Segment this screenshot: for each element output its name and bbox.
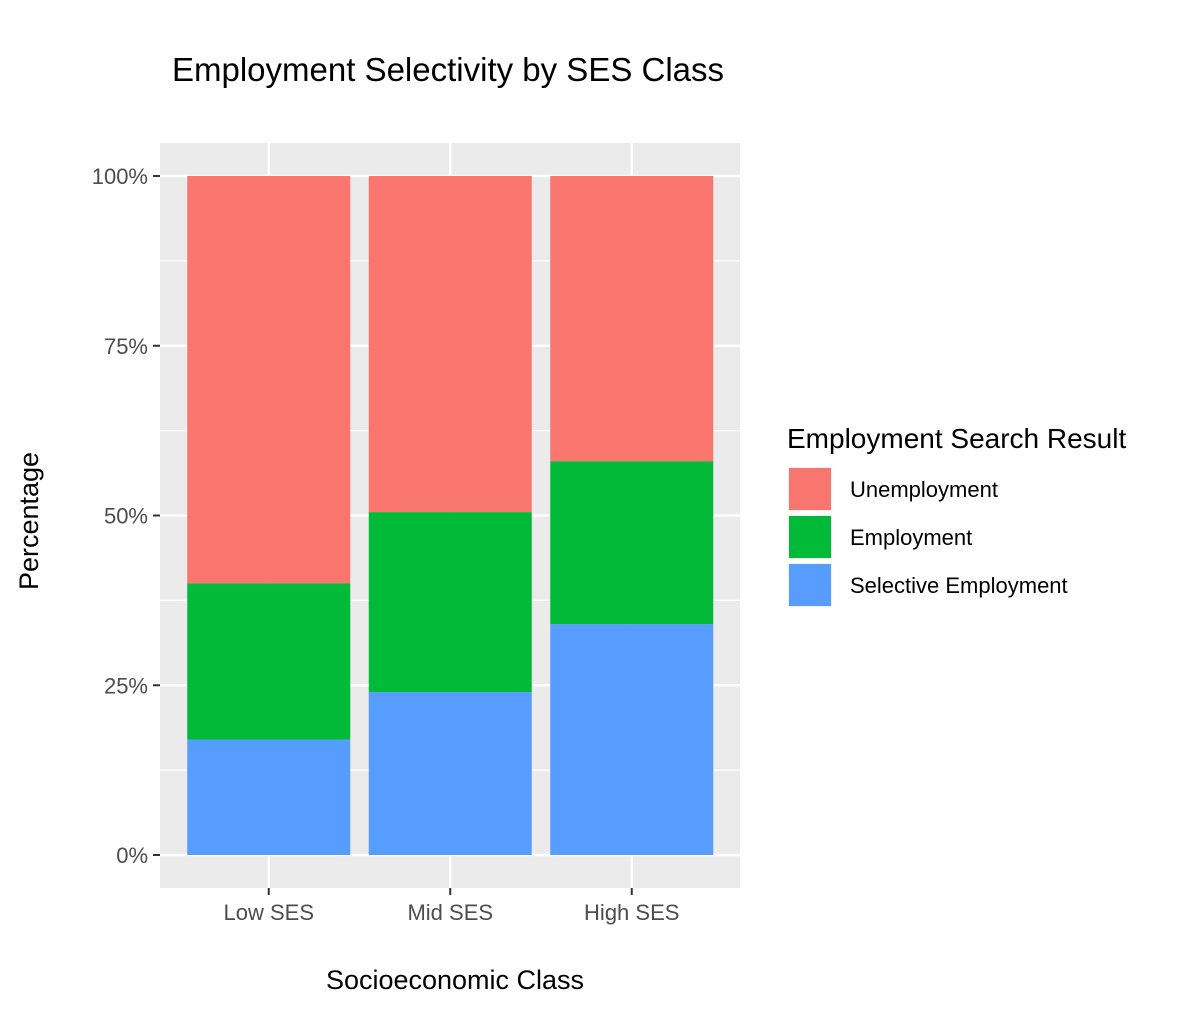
- y-axis-title: Percentage: [14, 452, 44, 590]
- chart-title: Employment Selectivity by SES Class: [172, 51, 724, 88]
- y-tick-label: 0%: [116, 843, 148, 868]
- x-axis: Low SES Mid SES High SES: [224, 888, 679, 925]
- x-tick-label: Mid SES: [407, 900, 493, 925]
- x-tick-label: Low SES: [224, 900, 315, 925]
- bar-segment: [187, 176, 351, 584]
- bar-segment: [550, 461, 714, 625]
- bar-segment: [187, 739, 351, 855]
- bar-segment: [550, 624, 714, 855]
- legend-key-swatch: [789, 564, 831, 606]
- legend-label: Unemployment: [850, 477, 998, 502]
- y-axis: 0% 25% 50% 75% 100%: [92, 164, 160, 868]
- bars: [187, 176, 714, 855]
- bar-segment: [368, 692, 532, 855]
- bar-segment: [368, 176, 532, 513]
- y-tick-label: 100%: [92, 164, 148, 189]
- legend-title: Employment Search Result: [787, 423, 1126, 454]
- y-tick-label: 25%: [104, 673, 148, 698]
- legend-items: Unemployment Employment Selective Employme…: [788, 467, 1068, 607]
- legend-key-swatch: [789, 516, 831, 558]
- legend-key-swatch: [789, 468, 831, 510]
- bar-segment: [550, 176, 714, 462]
- legend-label: Selective Employment: [850, 573, 1068, 598]
- legend-label: Employment: [850, 525, 972, 550]
- legend: Employment Search Result Unemployment Emp…: [787, 423, 1126, 607]
- y-tick-label: 75%: [104, 334, 148, 359]
- bar-segment: [368, 512, 532, 693]
- x-tick-label: High SES: [584, 900, 679, 925]
- bar-segment: [187, 583, 351, 740]
- x-axis-title: Socioeconomic Class: [326, 965, 584, 995]
- y-tick-label: 50%: [104, 504, 148, 529]
